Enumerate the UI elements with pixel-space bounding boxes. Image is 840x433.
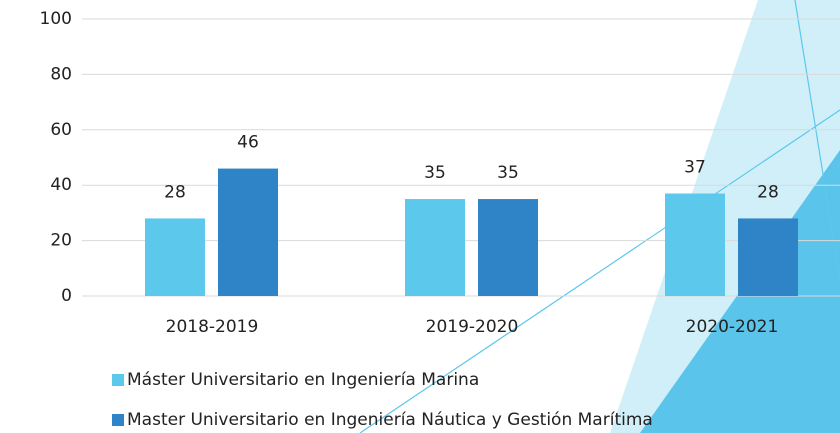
y-tick-label: 40 xyxy=(50,175,72,195)
bar xyxy=(738,218,798,296)
bar xyxy=(665,194,725,296)
legend-swatch xyxy=(112,414,124,426)
legend-swatch xyxy=(112,374,124,386)
data-label: 37 xyxy=(684,158,706,178)
y-tick-label: 20 xyxy=(50,231,72,251)
y-tick-label: 80 xyxy=(50,64,72,84)
legend-label: Máster Universitario en Ingeniería Marin… xyxy=(127,370,479,390)
x-tick-label: 2018-2019 xyxy=(166,317,259,337)
data-label: 46 xyxy=(237,133,259,153)
chart: 0 20 40 60 80 100 2018-2019 28 46 2019-2020 35 35 20… xyxy=(0,0,840,433)
data-label: 28 xyxy=(164,182,186,202)
x-tick-label: 2019-2020 xyxy=(426,317,519,337)
bar xyxy=(478,199,538,296)
data-label: 35 xyxy=(497,163,519,183)
y-tick-label: 100 xyxy=(40,9,72,29)
y-tick-label: 0 xyxy=(61,286,72,306)
bar xyxy=(218,169,278,296)
x-tick-label: 2020-2021 xyxy=(686,317,779,337)
y-tick-label: 60 xyxy=(50,120,72,140)
legend-label: Master Universitario en Ingeniería Náuti… xyxy=(127,410,653,430)
bar xyxy=(145,218,205,296)
data-label: 28 xyxy=(757,182,779,202)
bar xyxy=(405,199,465,296)
data-label: 35 xyxy=(424,163,446,183)
